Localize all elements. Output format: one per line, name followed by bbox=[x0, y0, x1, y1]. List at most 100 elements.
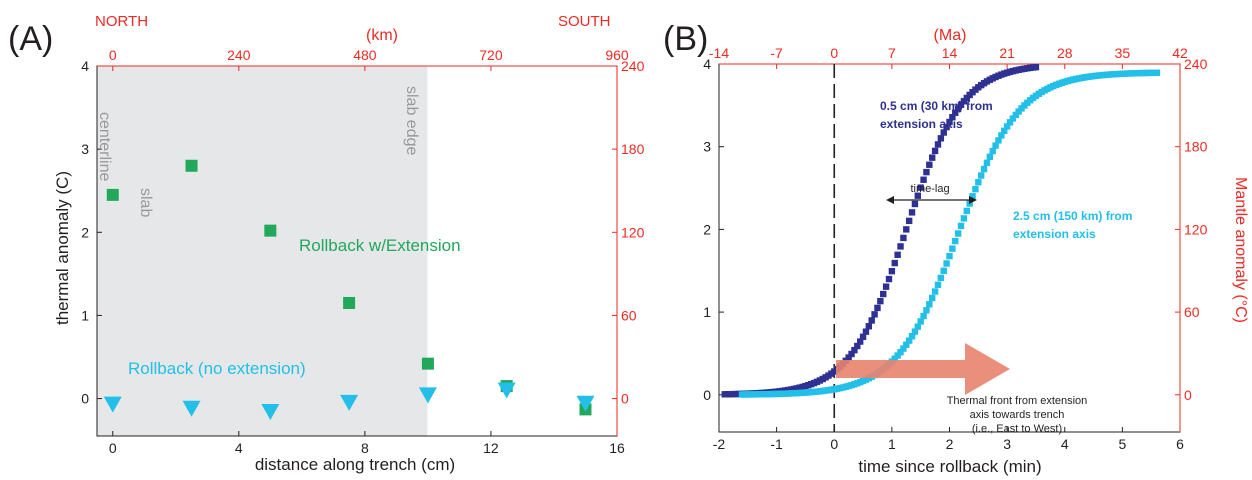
top-tick-label: 42 bbox=[1172, 45, 1188, 61]
data-point-extension bbox=[185, 159, 198, 172]
series1-point bbox=[891, 259, 898, 267]
top-tick-label: 960 bbox=[605, 47, 629, 63]
series2-point bbox=[977, 172, 985, 179]
series2-point bbox=[980, 165, 988, 173]
series1-point bbox=[957, 101, 965, 108]
series2-point bbox=[963, 207, 970, 215]
series1-label-line1: 0.5 cm (30 km) from bbox=[880, 99, 993, 113]
series2-point bbox=[986, 153, 994, 160]
right-tick-label: 0 bbox=[621, 391, 629, 407]
series2-point bbox=[917, 318, 924, 325]
y-tick-label: 3 bbox=[81, 141, 89, 157]
series2-point bbox=[929, 294, 936, 302]
series2-point bbox=[1012, 111, 1019, 119]
x-axis-title: time since rollback (min) bbox=[858, 457, 1041, 476]
series2-point bbox=[975, 179, 982, 186]
top-tick-label: 21 bbox=[999, 45, 1015, 61]
series2-point bbox=[954, 230, 962, 237]
series2-point bbox=[900, 345, 907, 352]
top-tick-label: 7 bbox=[888, 45, 896, 61]
data-point-extension bbox=[106, 188, 119, 201]
right-tick-label: 60 bbox=[1184, 304, 1200, 320]
series2-point bbox=[969, 193, 976, 200]
series2-point bbox=[1001, 127, 1008, 135]
series2-label-line2: extension axis bbox=[1013, 227, 1096, 241]
data-point-no-extension bbox=[182, 400, 201, 417]
top-tick-label: 14 bbox=[942, 45, 958, 61]
top-axis-title: (Ma) bbox=[934, 27, 967, 44]
series2-point bbox=[934, 281, 942, 289]
x-tick-label: 4 bbox=[235, 440, 243, 456]
series1-point bbox=[920, 176, 927, 183]
y-axis-title: thermal anomaly (C) bbox=[53, 171, 72, 325]
x-tick-label: 3 bbox=[1003, 436, 1011, 452]
series1-point bbox=[880, 290, 887, 298]
series2-point bbox=[1009, 115, 1017, 122]
top-axis-title: (km) bbox=[366, 27, 398, 44]
series2-point bbox=[923, 307, 930, 314]
top-tick-label: 35 bbox=[1115, 45, 1131, 61]
time-lag-arrow bbox=[886, 196, 977, 204]
series1-point bbox=[931, 147, 939, 155]
right-axis-title: Mantle anomaly (°C) bbox=[1232, 177, 1249, 323]
series2-point bbox=[952, 237, 959, 245]
series1-point bbox=[862, 328, 870, 335]
x-tick-label: -2 bbox=[713, 436, 726, 452]
thermal-front-label-line3: (i.e., East to West) bbox=[972, 423, 1062, 435]
slab-label-line1: slab bbox=[137, 188, 154, 217]
top-tick-label: -14 bbox=[709, 45, 729, 61]
series2-point bbox=[949, 245, 956, 252]
series1-point bbox=[905, 217, 913, 225]
x-tick-label: 0 bbox=[830, 436, 838, 452]
series1-point bbox=[960, 98, 968, 105]
series2-point bbox=[920, 312, 927, 320]
series2-point bbox=[995, 137, 1002, 144]
series1-point bbox=[949, 114, 956, 121]
series1-point bbox=[937, 135, 945, 142]
panel-tag-b: (B) bbox=[663, 20, 708, 58]
y-tick-label: 2 bbox=[703, 221, 711, 237]
series1-point bbox=[851, 346, 858, 354]
x-tick-label: -1 bbox=[770, 436, 783, 452]
top-tick-label: 240 bbox=[227, 47, 251, 63]
y-tick-label: 2 bbox=[81, 224, 89, 240]
x-tick-label: 4 bbox=[1061, 436, 1069, 452]
thermal-front-arrow bbox=[836, 343, 1010, 395]
series1-point bbox=[917, 184, 924, 191]
series2-point bbox=[1006, 119, 1014, 126]
top-tick-label: 720 bbox=[479, 47, 503, 63]
right-tick-label: 120 bbox=[1184, 221, 1208, 237]
x-tick-label: 8 bbox=[361, 440, 369, 456]
data-point-extension bbox=[343, 296, 356, 309]
series2-point bbox=[905, 337, 913, 344]
right-tick-label: 60 bbox=[621, 307, 637, 323]
series1-point bbox=[859, 333, 867, 340]
y-tick-label: 0 bbox=[703, 387, 711, 403]
series2-point bbox=[937, 274, 945, 282]
series1-point bbox=[926, 161, 933, 168]
series1-point bbox=[848, 350, 855, 358]
series1-point bbox=[845, 354, 852, 361]
series1-point bbox=[954, 105, 962, 112]
north-label: NORTH bbox=[95, 13, 148, 30]
series1-point bbox=[900, 234, 907, 242]
top-tick-label: 480 bbox=[353, 47, 377, 63]
series2-point bbox=[998, 132, 1005, 139]
series1-point bbox=[877, 297, 884, 305]
x-tick-label: 6 bbox=[1176, 436, 1184, 452]
x-tick-label: 0 bbox=[109, 440, 117, 456]
x-tick-label: 16 bbox=[609, 440, 625, 456]
right-tick-label: 180 bbox=[621, 141, 645, 157]
y-tick-label: 4 bbox=[703, 56, 711, 72]
series1-point bbox=[929, 154, 936, 161]
top-tick-label: 0 bbox=[830, 45, 838, 61]
series1-point bbox=[885, 275, 893, 283]
series1-point bbox=[897, 243, 904, 250]
series1-point bbox=[908, 209, 916, 216]
series2-label-line1: 2.5 cm (150 km) from bbox=[1013, 209, 1132, 223]
